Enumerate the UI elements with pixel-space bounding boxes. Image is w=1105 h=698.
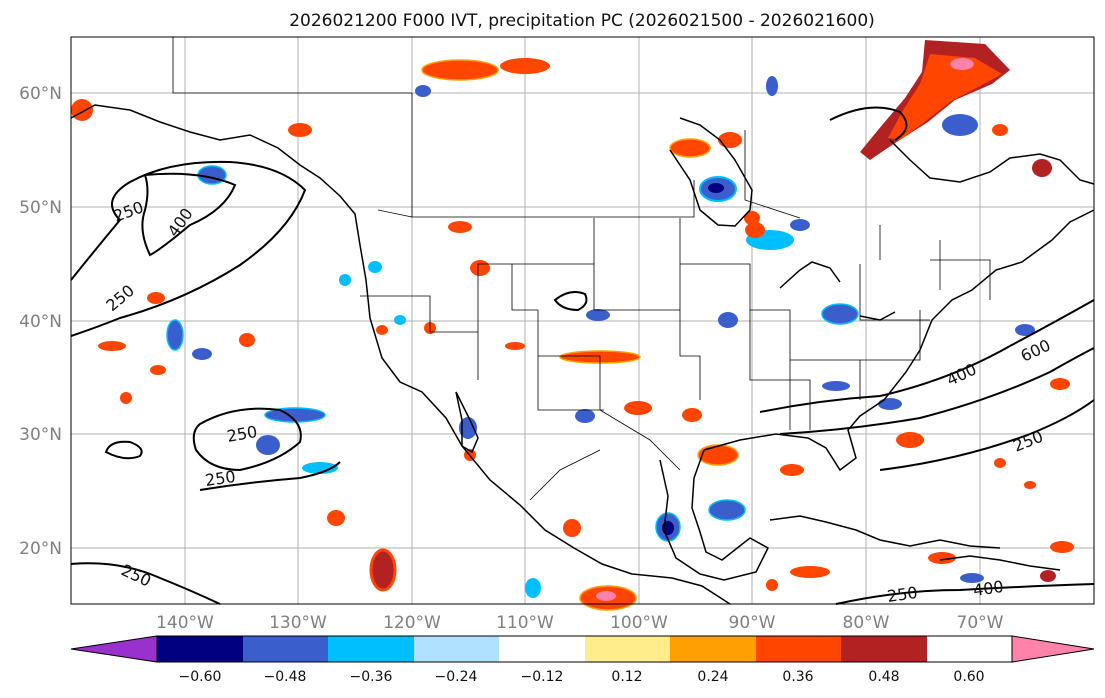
map-plot-area: 250 400 250 250 250 250 400 600 250 250 … <box>70 36 1095 611</box>
latitude-labels: 60°N 50°N 40°N 30°N 20°N <box>19 84 62 559</box>
lon-label: 80°W <box>843 613 890 633</box>
colorbar-segment <box>670 636 756 662</box>
lat-label: 60°N <box>19 84 62 104</box>
colorbar: −0.60 −0.48 −0.36 −0.24 −0.12 0.12 0.24 … <box>70 635 1095 685</box>
lon-label: 140°W <box>156 613 214 633</box>
colorbar-frame <box>156 635 1013 663</box>
coastlines <box>70 104 1095 605</box>
colorbar-tick-label: −0.12 <box>521 669 564 685</box>
colorbar-segment <box>499 636 585 662</box>
lon-label: 70°W <box>957 613 1004 633</box>
colorbar-tick-label: 0.36 <box>782 669 813 685</box>
colorbar-tick-label: 0.60 <box>953 669 984 685</box>
colorbar-tick-label: 0.48 <box>868 669 899 685</box>
ivt-contours <box>70 106 1095 605</box>
precipitation-pc-fields <box>71 40 1074 611</box>
lat-label: 40°N <box>19 312 62 332</box>
lon-label: 100°W <box>610 613 668 633</box>
longitude-labels: 140°W 130°W 120°W 110°W 100°W 90°W 80°W … <box>156 613 1004 633</box>
lon-label: 110°W <box>496 613 554 633</box>
contour-label: 250 <box>886 583 919 606</box>
map-frame <box>70 36 1095 605</box>
colorbar-left-arrow <box>70 635 158 663</box>
colorbar-tick-label: −0.60 <box>179 669 222 685</box>
colorbar-tick-labels: −0.60 −0.48 −0.36 −0.24 −0.12 0.12 0.24 … <box>179 669 985 685</box>
map-title: 2026021200 F000 IVT, precipitation PC (2… <box>289 11 875 31</box>
colorbar-tick-label: −0.36 <box>350 669 393 685</box>
colorbar-tick-label: −0.24 <box>435 669 478 685</box>
lat-label: 50°N <box>19 198 62 218</box>
lat-label: 30°N <box>19 425 62 445</box>
political-boundaries <box>172 37 991 501</box>
contour-label: 400 <box>972 577 1005 600</box>
lon-label: 120°W <box>383 613 441 633</box>
colorbar-segment <box>841 636 927 662</box>
lon-label: 90°W <box>729 613 776 633</box>
colorbar-tick-label: 0.12 <box>611 669 642 685</box>
colorbar-tick-label: −0.48 <box>264 669 307 685</box>
contour-label: 250 <box>204 467 237 490</box>
colorbar-tick-label: 0.24 <box>697 669 728 685</box>
colorbar-segment <box>585 636 670 662</box>
colorbar-segment <box>756 636 841 662</box>
colorbar-segment <box>243 636 328 662</box>
colorbar-segment <box>328 636 414 662</box>
lat-label: 20°N <box>19 539 62 559</box>
lon-label: 130°W <box>269 613 327 633</box>
colorbar-right-arrow <box>1011 635 1095 663</box>
colorbar-segment <box>157 636 243 662</box>
colorbar-segment <box>414 636 499 662</box>
